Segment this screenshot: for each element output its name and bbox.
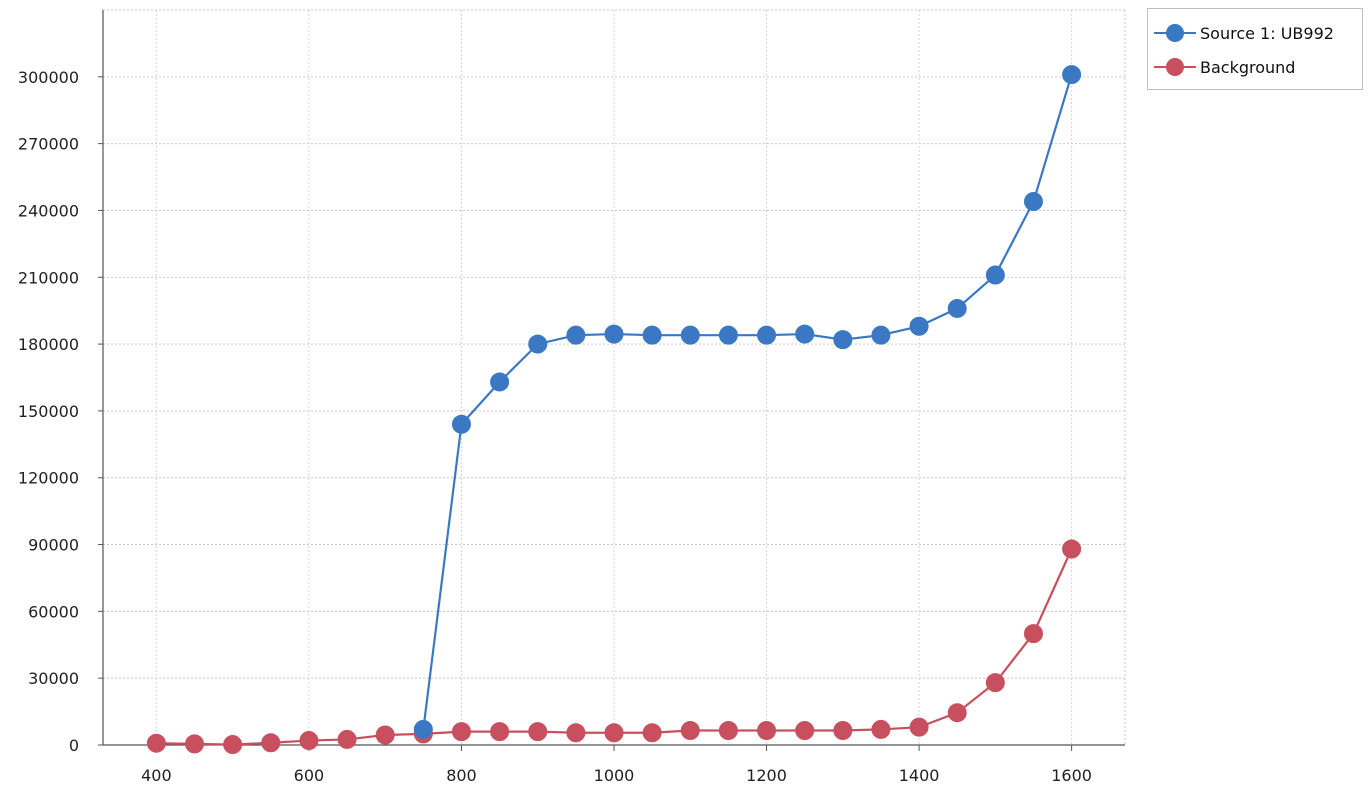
legend-item-source: Source 1: UB992 xyxy=(1148,19,1334,47)
y-tick-label: 150000 xyxy=(18,402,79,421)
x-tick-label: 1600 xyxy=(1051,766,1092,785)
y-tick-label: 0 xyxy=(69,736,79,755)
data-point-source xyxy=(985,265,1005,285)
y-tick-label: 210000 xyxy=(18,268,79,287)
data-point-background xyxy=(833,721,853,741)
data-point-background xyxy=(1062,539,1082,559)
data-point-source xyxy=(680,325,700,345)
data-point-source xyxy=(642,325,662,345)
data-point-source xyxy=(833,330,853,350)
legend-marker-background xyxy=(1154,53,1196,81)
data-point-source xyxy=(604,324,624,344)
data-point-background xyxy=(528,722,548,742)
y-tick-label: 60000 xyxy=(28,602,79,621)
data-point-source xyxy=(757,325,777,345)
legend-item-background: Background xyxy=(1148,53,1295,81)
data-point-background xyxy=(909,717,929,737)
data-point-source xyxy=(947,298,967,318)
grid-lines xyxy=(103,10,1125,745)
data-point-source xyxy=(795,324,815,344)
data-point-background xyxy=(185,734,205,754)
data-point-background xyxy=(223,735,243,755)
x-tick-label: 1000 xyxy=(594,766,635,785)
data-point-source xyxy=(871,325,891,345)
legend-marker-source xyxy=(1154,19,1196,47)
data-point-background xyxy=(261,733,281,753)
data-point-background xyxy=(375,725,395,745)
y-tick-label: 90000 xyxy=(28,536,79,555)
data-point-background xyxy=(490,722,510,742)
y-tick-label: 30000 xyxy=(28,669,79,688)
x-tick-label: 1400 xyxy=(899,766,940,785)
data-point-background xyxy=(1023,624,1043,644)
data-point-source xyxy=(909,316,929,336)
data-point-source xyxy=(566,325,586,345)
x-tick-label: 600 xyxy=(294,766,325,785)
data-point-source xyxy=(490,372,510,392)
data-point-background xyxy=(985,673,1005,693)
data-point-background xyxy=(757,721,777,741)
x-tick-label: 1200 xyxy=(746,766,787,785)
data-point-background xyxy=(146,733,166,753)
data-point-background xyxy=(337,729,357,749)
data-point-source xyxy=(718,325,738,345)
y-tick-label: 240000 xyxy=(18,201,79,220)
data-point-background xyxy=(299,731,319,751)
y-tick-label: 180000 xyxy=(18,335,79,354)
legend: Source 1: UB992 Background xyxy=(1147,8,1363,90)
y-tick-label: 300000 xyxy=(18,68,79,87)
data-point-source xyxy=(451,414,471,434)
plot-area xyxy=(146,65,1082,755)
data-point-background xyxy=(795,721,815,741)
x-tick-label: 800 xyxy=(446,766,477,785)
legend-label-background: Background xyxy=(1200,57,1296,77)
legend-label-source: Source 1: UB992 xyxy=(1200,23,1334,43)
data-point-background xyxy=(642,723,662,743)
series-source xyxy=(413,65,1082,739)
y-tick-label: 270000 xyxy=(18,135,79,154)
series-line-source xyxy=(422,74,1073,730)
data-point-background xyxy=(604,723,624,743)
data-point-background xyxy=(680,721,700,741)
x-axis-ticks: 400 600 800 1000 1200 1400 1600 xyxy=(141,745,1092,785)
data-point-background xyxy=(451,722,471,742)
data-point-source xyxy=(1023,192,1043,212)
data-point-source xyxy=(413,719,433,739)
data-point-background xyxy=(566,723,586,743)
y-axis-ticks: 0 30000 60000 90000 120000 150000 180000 210000… xyxy=(18,68,103,755)
data-point-source xyxy=(528,334,548,354)
y-tick-label: 120000 xyxy=(18,469,79,488)
x-tick-label: 400 xyxy=(141,766,172,785)
data-point-background xyxy=(871,719,891,739)
data-point-background xyxy=(718,721,738,741)
data-point-source xyxy=(1062,65,1082,85)
data-point-background xyxy=(947,703,967,723)
